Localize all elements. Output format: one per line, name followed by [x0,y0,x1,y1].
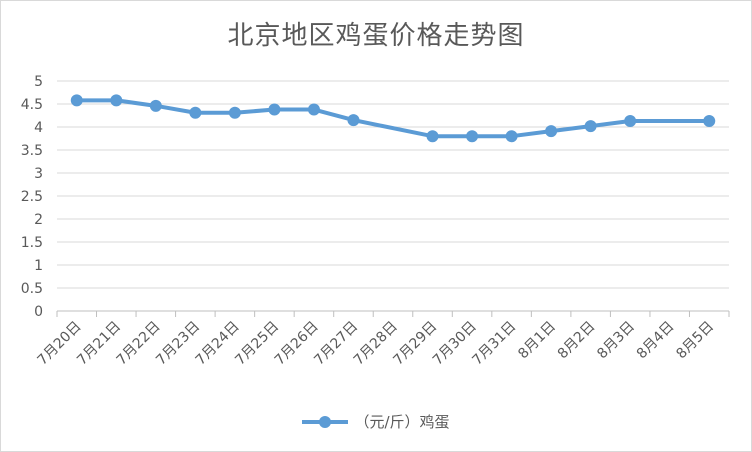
y-tick-label: 0 [34,304,43,320]
data-point [624,115,637,128]
data-point [505,130,518,143]
chart-title: 北京地区鸡蛋价格走势图 [227,21,525,51]
data-point [307,103,320,116]
data-point [347,114,360,127]
y-tick-label: 2 [34,212,43,228]
data-point [228,106,241,119]
x-tick-label: 8月4日 [634,319,678,363]
x-tick-label: 7月31日 [469,319,519,369]
data-point [426,130,439,143]
data-point [268,103,281,116]
legend: （元/斤）鸡蛋 [1,411,751,432]
x-tick-label: 8月1日 [515,319,559,363]
series-layer [70,94,716,143]
y-tick-label: 4.5 [21,97,43,113]
data-point [703,115,716,128]
x-tick-label: 8月2日 [555,319,599,363]
data-point [110,94,123,107]
y-tick-label: 5 [34,74,43,90]
y-tick-label: 1.5 [21,235,43,251]
legend-line-marker-icon [302,414,349,430]
data-point [189,106,202,119]
y-tick-label: 1 [34,258,43,274]
x-tick-label: 8月3日 [594,319,638,363]
y-tick-label: 3.5 [21,143,43,159]
legend-label: （元/斤）鸡蛋 [354,413,450,431]
x-axis: 7月20日7月21日7月22日7月23日7月24日7月25日7月26日7月27日… [35,311,730,369]
y-tick-label: 4 [34,120,43,136]
data-point [466,130,479,143]
y-axis-ticks: 0 0.5 1 1.5 2 2.5 3 3.5 4 4.5 5 [21,74,43,320]
data-point [70,94,83,107]
x-tick-label: 8月5日 [673,319,717,363]
y-tick-label: 2.5 [21,189,43,205]
data-point [149,99,162,112]
data-point [545,125,558,138]
y-tick-label: 3 [34,166,43,182]
gridlines [57,80,729,312]
series-line [74,98,712,139]
data-point [584,120,597,133]
y-tick-label: 0.5 [21,281,43,297]
